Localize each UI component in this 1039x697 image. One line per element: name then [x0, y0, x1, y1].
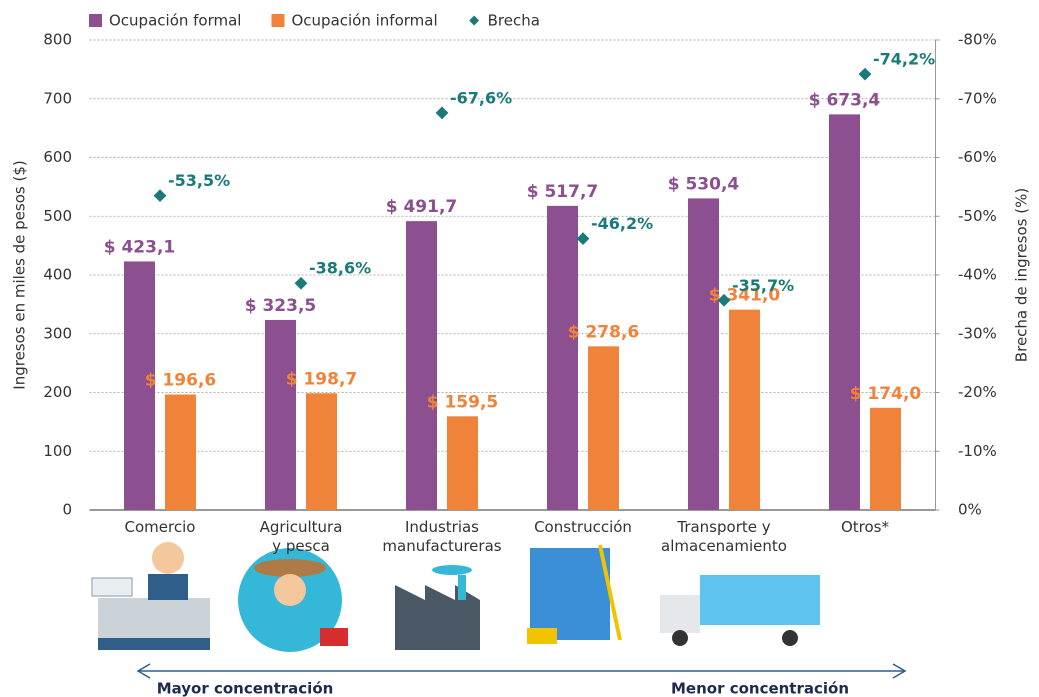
value-label: $ 323,5	[245, 296, 317, 316]
value-label: -74,2%	[873, 50, 935, 69]
x-tick-label: Otros*	[840, 518, 890, 536]
right-note: Menor concentración	[671, 680, 849, 697]
y-axis-title: Ingresos en miles de pesos ($)	[11, 160, 29, 389]
value-label: -46,2%	[591, 214, 653, 233]
bar	[588, 346, 619, 510]
value-label: $ 278,6	[568, 322, 640, 342]
icon-body	[148, 574, 188, 600]
value-label: $ 491,7	[386, 197, 458, 217]
icon-cab	[660, 595, 700, 633]
value-label: $ 423,1	[104, 237, 176, 257]
y-tick-label: 700	[43, 89, 72, 107]
legend-marker	[89, 14, 102, 27]
value-label: $ 196,6	[145, 370, 217, 390]
arrow-head	[892, 663, 907, 679]
value-label: $ 530,4	[668, 174, 740, 194]
y2-tick-label: -60%	[958, 148, 997, 166]
bar	[688, 198, 719, 510]
bar	[829, 114, 860, 510]
x-tick-label: Construcción	[534, 518, 632, 536]
brecha-point	[153, 189, 167, 203]
x-tick-label: Industrias manufactureras	[382, 518, 502, 555]
y-tick-label: 400	[43, 266, 72, 284]
bar	[165, 394, 196, 510]
y-tick-label: 500	[43, 207, 72, 225]
y-tick-label: 300	[43, 324, 72, 342]
x-tick-label: Comercio	[124, 518, 196, 536]
value-label: $ 159,5	[427, 392, 499, 412]
brecha-point	[576, 232, 590, 245]
y2-tick-label: -20%	[958, 383, 997, 401]
icon-wheel	[672, 630, 688, 646]
x-tick-label: Agricultura y pesca	[259, 518, 343, 555]
bar	[124, 261, 155, 510]
y2-tick-label: -10%	[958, 442, 997, 460]
value-label: $ 673,4	[809, 90, 881, 110]
icons	[91, 542, 820, 652]
y-tick-label: 800	[43, 31, 72, 49]
icon-hat	[254, 559, 326, 577]
legend-label: Ocupación formal	[109, 12, 241, 30]
legend-label: Brecha	[488, 12, 540, 30]
y-tick-label: 0	[62, 501, 72, 519]
x-tick-label: Transporte y almacenamiento	[661, 518, 787, 555]
icon-screen	[91, 577, 133, 597]
y2-tick-label: -40%	[958, 266, 997, 284]
icon-tractor	[320, 628, 348, 646]
icon-crane	[598, 544, 622, 641]
y2-tick-label: 0%	[958, 501, 982, 519]
y-tick-label: 200	[43, 383, 72, 401]
value-label: -67,6%	[450, 88, 512, 107]
value-label: -35,7%	[732, 276, 794, 295]
arrow	[136, 663, 907, 679]
bar	[406, 221, 437, 510]
arrow-head	[136, 663, 151, 679]
left-note: Mayor concentración	[157, 680, 334, 697]
icon-factory	[395, 585, 480, 650]
icon-chimney	[458, 575, 466, 600]
y-tick-label: 100	[43, 442, 72, 460]
value-label: $ 174,0	[850, 384, 922, 404]
icon-head	[152, 542, 184, 574]
icon-face	[274, 574, 306, 606]
brecha-point	[435, 106, 449, 120]
value-label: -53,5%	[168, 171, 230, 190]
value-label: $ 517,7	[527, 182, 599, 202]
legend-marker	[469, 15, 480, 26]
bar	[265, 319, 296, 510]
y2-axis-title: Brecha de ingresos (%)	[1013, 188, 1031, 362]
y2-tick-label: -50%	[958, 207, 997, 225]
y2-tick-label: -70%	[958, 89, 997, 107]
y-tick-label: 600	[43, 148, 72, 166]
bar	[447, 416, 478, 510]
icon-wheel	[782, 630, 798, 646]
icon-register-base	[98, 638, 210, 650]
brecha-point	[858, 67, 872, 81]
bar	[729, 309, 760, 510]
bar	[870, 407, 901, 510]
icon-smoke	[432, 565, 472, 575]
legend-marker	[271, 14, 285, 27]
brecha-point	[294, 276, 308, 290]
legend-label: Ocupación informal	[291, 12, 437, 30]
icon-building	[530, 548, 610, 640]
y2-tick-label: -80%	[958, 31, 997, 49]
y2-tick-label: -30%	[958, 324, 997, 342]
icon-truck-small	[527, 628, 557, 644]
value-label: -38,6%	[309, 259, 371, 278]
value-label: $ 198,7	[286, 369, 358, 389]
bar	[306, 393, 337, 510]
icon-cargo	[700, 575, 820, 625]
bar	[547, 205, 578, 510]
